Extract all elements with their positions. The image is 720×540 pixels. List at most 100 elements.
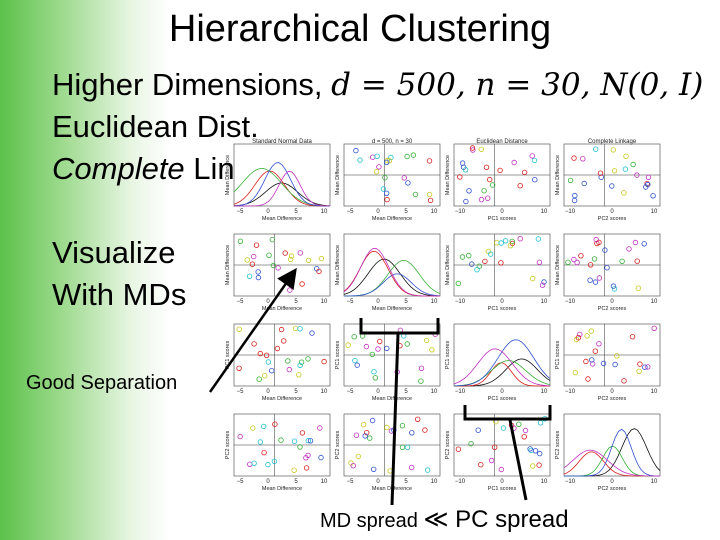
scatter-point [353,147,359,154]
scatter-point [372,375,379,381]
scatter-point [585,376,591,382]
scatter-point [635,285,641,291]
scatter-point [498,240,504,246]
x-tick-label: 10 [651,479,658,485]
density-curve [234,170,331,207]
scatter-point [427,197,434,204]
x-axis-label: PC2 scores [598,306,627,312]
y-axis-label: Mean Difference [555,155,561,195]
scatter-point [307,438,314,444]
scatter-point [414,416,421,422]
scatter-point [246,273,253,279]
scatter-point [282,250,288,256]
scatter-point [592,348,598,354]
scatter-point [297,250,303,256]
scatter-point [360,422,367,428]
x-tick-label: 0 [500,209,504,215]
scatter-point [522,427,529,434]
scatter-point [374,153,380,159]
scatter-point [574,259,580,266]
x-tick-label: −10 [455,389,466,395]
x-tick-label: −5 [237,479,245,485]
scatter-point [426,191,433,198]
scatter-point [350,463,356,469]
x-tick-label: 5 [294,389,298,395]
scatter-point [596,341,602,347]
x-axis-label: PC1 scores [488,306,517,312]
scatter-point [281,338,287,344]
x-tick-label: 10 [431,209,438,215]
scatter-point [404,444,411,451]
scatter-point [255,274,262,281]
scatter-point [291,467,297,473]
scatter-point [541,279,547,285]
x-axis-label: Mean Difference [262,306,302,312]
plot-panel: −5 0 5 10 Mean Difference Mean Difference [335,233,441,312]
scatter-point [423,337,430,344]
scatter-point [351,333,357,340]
scatter-point [470,147,476,153]
y-axis-label: PC2 scores [335,431,341,460]
x-tick-label: 0 [266,389,270,395]
scatter-point [429,347,435,353]
x-tick-label: 0 [610,209,614,215]
scatter-point [600,360,607,367]
scatter-point [278,326,285,333]
scatter-point [532,448,539,454]
scatter-point [565,259,571,265]
scatter-point [408,464,415,471]
x-tick-label: −5 [237,299,245,305]
much-less-symbol: ≪ [423,506,449,533]
x-tick-label: 10 [541,479,548,485]
scatter-point [316,268,322,275]
scatter-point [318,454,324,461]
y-axis-label: PC2 scores [555,431,561,460]
x-tick-label: 10 [541,299,548,305]
plot-panel: −5 0 5 10 Mean Difference PC2 scores [225,413,331,492]
x-tick-label: 5 [294,299,298,305]
x-tick-label: −10 [565,209,576,215]
scatter-point [609,183,615,189]
x-axis-label: PC2 scores [598,216,627,222]
scatter-point [253,242,260,248]
y-axis-label: PC1 scores [335,341,341,370]
scatter-point [611,286,618,292]
md-spread-pointer [390,333,400,506]
scatter-point [269,236,275,243]
scatter-point [469,261,475,267]
scatter-point [354,362,360,368]
x-tick-label: −10 [455,479,466,485]
y-axis-label: Mean Difference [225,245,231,285]
x-axis-label: PC1 scores [488,486,517,492]
scatter-point [371,368,377,375]
scatter-point [369,351,375,358]
x-tick-label: 10 [321,479,328,485]
scatter-point [529,153,535,159]
y-axis-label: PC2 scores [445,431,451,460]
pc-spread-text: PC spread [448,506,569,533]
x-tick-label: −5 [347,299,355,305]
scatter-point [485,195,491,201]
scatter-point [587,277,593,283]
scatter-point [516,421,522,427]
x-tick-label: 0 [376,299,380,305]
scatter-point [426,158,433,164]
scatter-point [535,236,542,242]
scatter-point [418,378,424,384]
scatter-point [507,242,514,249]
scatter-point [517,183,523,189]
x-tick-label: 0 [500,299,504,305]
scatter-point [572,369,578,376]
bullet-list: Higher Dimensions, d = 500, n = 30, N(0,… [52,64,703,316]
scatter-point [286,366,292,373]
scatter-point [382,175,388,181]
scatter-point [291,438,298,444]
math-n: n [475,67,496,103]
scatter-point [265,461,271,468]
scatter-point [261,450,267,456]
scatter-point [373,169,380,175]
x-tick-label: −10 [455,299,466,305]
x-tick-label: 0 [610,389,614,395]
plot-panel: −10 0 10 PC2 scores Mean Difference [555,233,661,312]
